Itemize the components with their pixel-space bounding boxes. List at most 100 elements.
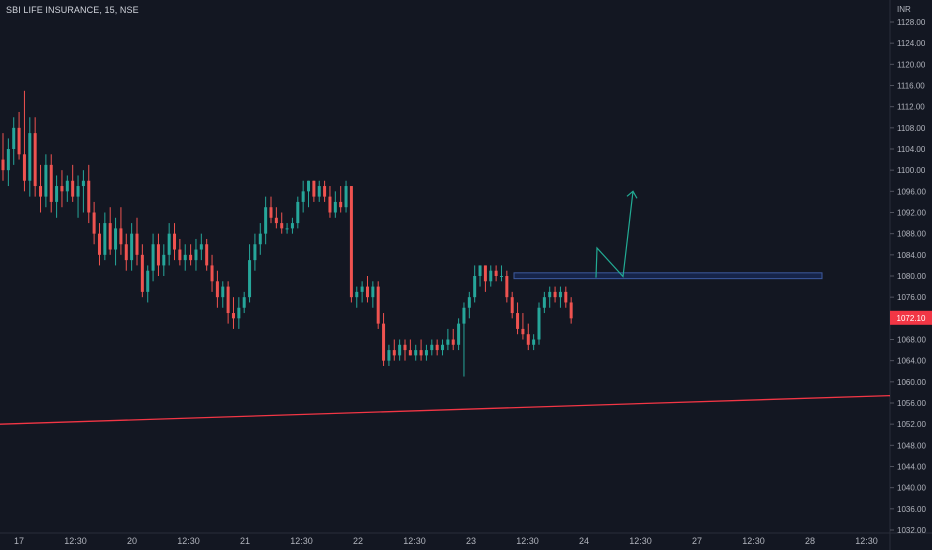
candle-down	[60, 186, 64, 192]
candle-up	[457, 323, 461, 345]
candle-down	[205, 244, 209, 266]
candle-up	[76, 186, 80, 197]
candle-down	[231, 313, 235, 319]
candle-up	[44, 164, 48, 197]
trendline[interactable]	[0, 394, 891, 425]
price-tick-label: 1080.00	[897, 272, 926, 281]
time-tick-label: 20	[127, 536, 137, 546]
last-price-badge	[890, 310, 932, 325]
time-tick-label: 22	[353, 536, 363, 546]
candle-up	[242, 297, 246, 308]
price-tick-label: 1092.00	[897, 209, 926, 218]
candle-up	[333, 201, 337, 213]
candle-up	[65, 180, 69, 192]
candle-up	[467, 297, 471, 308]
candle-up	[146, 270, 150, 292]
time-tick-label: 23	[466, 536, 476, 546]
candle-down	[39, 186, 43, 197]
time-tick-label: 12:30	[290, 536, 313, 546]
candle-up	[264, 207, 268, 234]
candle-up	[360, 286, 364, 292]
candle-up	[446, 339, 450, 345]
candle-up	[12, 127, 16, 149]
candle-down	[419, 350, 423, 356]
candle-down	[510, 297, 514, 314]
candle-up	[387, 350, 391, 361]
candle-up	[548, 291, 552, 298]
candle-down	[569, 302, 573, 319]
candle-up	[253, 244, 257, 261]
candle-down	[124, 244, 128, 261]
candle-up	[103, 223, 107, 255]
candle-down	[274, 217, 278, 224]
time-tick-label: 21	[240, 536, 250, 546]
candle-up	[355, 291, 359, 298]
time-tick-label: 17	[14, 536, 24, 546]
candle-up	[499, 276, 503, 277]
candle-up	[81, 180, 85, 187]
time-tick-label: 12:30	[177, 536, 200, 546]
candle-down	[339, 201, 343, 208]
price-tick-label: 1036.00	[897, 505, 926, 514]
price-tick-label: 1068.00	[897, 336, 926, 345]
candle-down	[140, 254, 144, 292]
candle-up	[473, 276, 477, 298]
candle-down	[173, 233, 177, 250]
candle-down	[435, 344, 439, 351]
candle-up	[489, 270, 493, 282]
price-tick-label: 1096.00	[897, 187, 926, 196]
price-tick-label: 1100.00	[897, 166, 926, 175]
candle-down	[269, 207, 273, 218]
projection-arrow-path[interactable]	[595, 191, 634, 278]
time-tick-label: 12:30	[855, 536, 878, 546]
candle-up	[248, 260, 252, 298]
candle-down	[451, 339, 455, 345]
candle-up	[478, 265, 482, 276]
candle-down	[210, 265, 214, 282]
candle-up	[167, 233, 171, 255]
price-tick-label: 1128.00	[897, 18, 926, 27]
candle-up	[290, 223, 294, 229]
price-tick-label: 1104.00	[897, 145, 926, 154]
candle-down	[215, 281, 219, 298]
candle-up	[6, 149, 10, 171]
price-tick-label: 1084.00	[897, 251, 926, 260]
price-tick-label: 1112.00	[897, 103, 925, 112]
candle-down	[71, 180, 75, 197]
candle-down	[189, 254, 193, 261]
candle-down	[521, 328, 525, 335]
candle-down	[365, 286, 369, 298]
candle-down	[108, 223, 112, 250]
price-tick-label: 1032.00	[897, 526, 926, 535]
supply-zone-rectangle[interactable]	[513, 272, 823, 280]
time-tick-label: 12:30	[742, 536, 765, 546]
candle-up	[317, 186, 321, 197]
candle-down	[349, 186, 353, 298]
candle-up	[307, 180, 311, 192]
candle-down	[49, 164, 53, 202]
candle-down	[328, 196, 332, 213]
arrow-head-icon	[626, 190, 638, 199]
candle-down	[564, 291, 568, 303]
candle-down	[119, 228, 123, 245]
candle-down	[392, 350, 396, 356]
candle-down	[226, 286, 230, 314]
candle-up	[237, 307, 241, 319]
candle-up	[344, 186, 348, 208]
price-tick-label: 1116.00	[897, 82, 925, 91]
candle-down	[33, 133, 37, 187]
price-tick-label: 1048.00	[897, 441, 926, 450]
candle-up	[285, 228, 289, 230]
candle-down	[135, 233, 139, 255]
price-tick-label: 1076.00	[897, 293, 926, 302]
candle-down	[494, 270, 498, 276]
candle-down	[22, 154, 26, 181]
price-tick-label: 1060.00	[897, 378, 926, 387]
candle-up	[296, 201, 300, 224]
candle-up	[424, 350, 428, 356]
candle-down	[403, 344, 407, 351]
candle-down	[156, 244, 160, 266]
candle-down	[516, 313, 520, 329]
